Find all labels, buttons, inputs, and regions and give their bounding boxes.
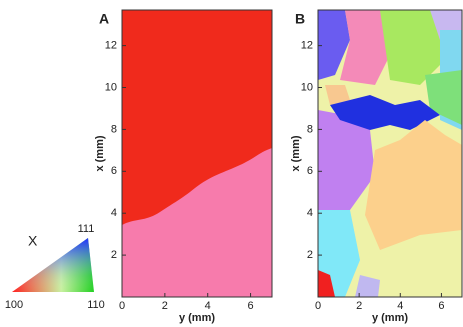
x-tick-label: 0 [315,300,321,312]
y-tick-label: 2 [307,249,313,261]
x-tick-label: 4 [205,300,211,312]
map-a [122,10,272,297]
y-tick-label: 10 [301,81,313,93]
y-tick-label: 6 [111,165,117,177]
key-corner: 111 [78,223,95,235]
y-axis-label: x (mm) [290,135,302,171]
y-tick-label: 2 [111,249,117,261]
y-tick-label: 4 [111,207,117,219]
x-tick-label: 6 [438,300,444,312]
key-corner: 110 [87,299,105,311]
y-tick-label: 10 [105,81,117,93]
figure: X 100 110 111 0 2 4 6 2 4 6 8 10 12 y (mm) x (mm) A 0… [0,0,463,327]
y-tick-label: 8 [111,123,117,135]
x-tick-label: 0 [119,300,125,312]
y-axis-label: x (mm) [94,135,106,171]
panel-label: B [295,11,305,27]
y-tick-label: 12 [301,40,313,52]
x-tick-label: 2 [356,300,362,312]
y-tick-label: 6 [307,165,313,177]
key-triangle-overlay [12,238,94,292]
x-axis-label: y (mm) [179,312,215,324]
key-title: X [28,233,38,249]
map-b [318,10,462,297]
x-tick-label: 6 [248,300,254,312]
y-tick-label: 8 [307,123,313,135]
x-tick-label: 4 [397,300,403,312]
y-tick-label: 12 [105,40,117,52]
y-tick-label: 4 [307,207,313,219]
x-axis-label: y (mm) [372,312,408,324]
key-corner: 100 [5,299,23,311]
panel-label: A [99,11,109,27]
color-key: X 100 110 111 [5,223,105,311]
x-tick-label: 2 [162,300,168,312]
